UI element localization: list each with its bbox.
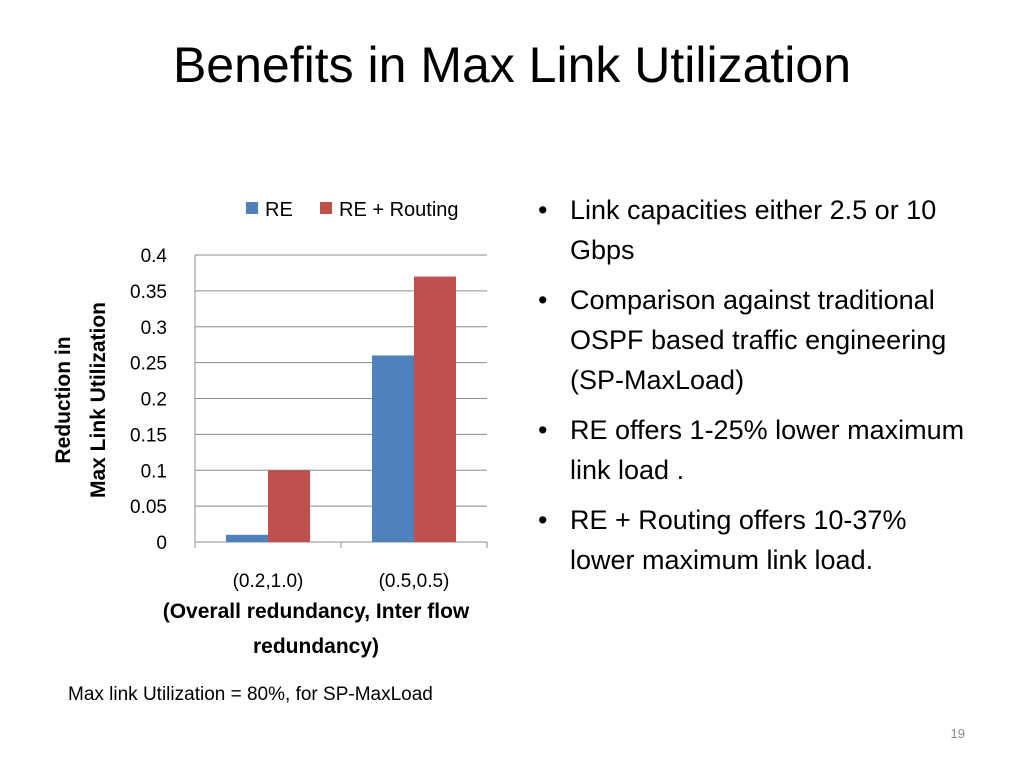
bullet-item: • RE offers 1-25% lower maximum link load… <box>532 410 972 490</box>
bullet-item: • RE + Routing offers 10-37% lower maximu… <box>532 500 972 580</box>
slide-title: Benefits in Max Link Utilization <box>172 37 852 93</box>
y-tick-label: 0 <box>156 533 167 554</box>
x-axis-title: (Overall redundancy, Inter flow <box>163 600 470 623</box>
y-tick-label: 0.35 <box>130 282 167 303</box>
y-tick-label: 0.15 <box>130 425 167 446</box>
y-tick-label: 0.3 <box>141 318 167 339</box>
bullet-item: • Link capacities either 2.5 or 10 Gbps <box>532 190 972 270</box>
bar-chart: 0 0.05 0.1 0.15 0.2 0.25 0.3 0.35 0.4 (0.2,1.0) (0… <box>52 199 488 658</box>
y-tick-label: 0.4 <box>141 246 168 267</box>
bullet-text: Link capacities either 2.5 or 10 Gbps <box>570 195 937 265</box>
x-axis-title: redundancy) <box>253 635 379 658</box>
page-number: 19 <box>950 726 965 741</box>
bullet-text: RE offers 1-25% lower maximum link load … <box>570 415 965 485</box>
bullet-list: • Link capacities either 2.5 or 10 Gbps •… <box>532 190 972 590</box>
bullet-dot-icon: • <box>538 415 548 445</box>
y-tick-label: 0.2 <box>141 390 167 411</box>
bullet-dot-icon: • <box>538 195 548 225</box>
y-tick-label: 0.1 <box>141 461 167 482</box>
bullet-text: RE + Routing offers 10-37% lower maximum… <box>570 505 907 575</box>
bar-re <box>372 355 414 542</box>
bar-re-routing <box>268 470 310 542</box>
legend-label: RE <box>265 199 293 221</box>
y-tick-label: 0.05 <box>130 497 167 518</box>
legend-swatch <box>246 202 258 214</box>
bullet-item: • Comparison against traditional OSPF bas… <box>532 280 972 400</box>
y-axis-title: Max Link Utilization <box>87 302 110 498</box>
bar-re-routing <box>414 276 456 542</box>
x-tick-label: (0.2,1.0) <box>233 571 304 592</box>
bar-re <box>226 534 268 542</box>
x-tick-label: (0.5,0.5) <box>379 571 450 592</box>
footnote: Max link Utilization = 80%, for SP-MaxLo… <box>68 684 433 705</box>
y-axis-title: Reduction in <box>52 336 75 463</box>
bullet-dot-icon: • <box>538 285 548 315</box>
y-tick-label: 0.25 <box>130 354 167 375</box>
legend-swatch <box>320 202 332 214</box>
bullet-dot-icon: • <box>538 505 548 535</box>
bullet-text: Comparison against traditional OSPF base… <box>570 285 947 395</box>
legend-label: RE + Routing <box>339 199 459 221</box>
